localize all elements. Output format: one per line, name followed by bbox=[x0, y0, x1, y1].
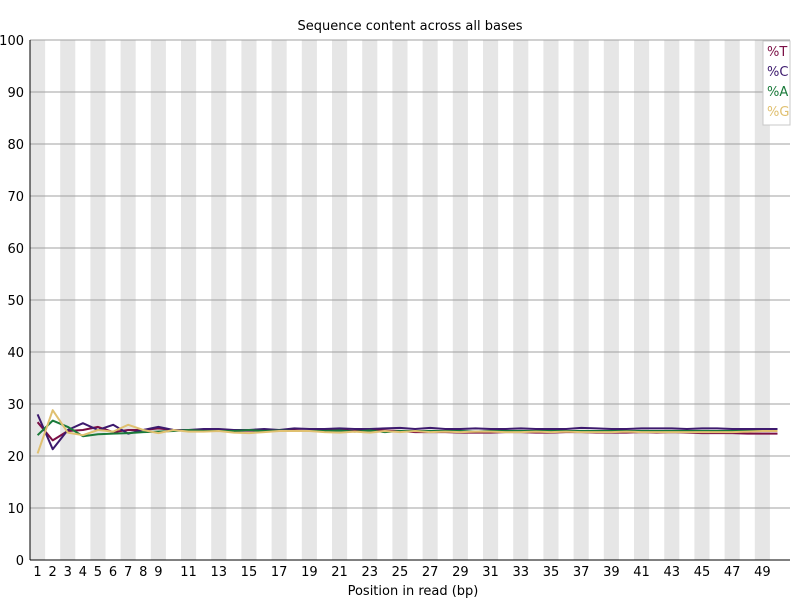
x-tick-label: 39 bbox=[603, 565, 620, 580]
x-tick-label: 8 bbox=[139, 565, 147, 580]
x-tick-label: 4 bbox=[79, 565, 87, 580]
y-tick-label: 50 bbox=[7, 294, 24, 309]
y-tick-label: 20 bbox=[7, 450, 24, 465]
x-tick-label: 19 bbox=[301, 565, 318, 580]
x-tick-label: 3 bbox=[64, 565, 72, 580]
x-tick-label: 21 bbox=[331, 565, 348, 580]
legend-entry: %A bbox=[767, 85, 788, 100]
x-tick-label: 23 bbox=[361, 565, 378, 580]
series-lines bbox=[36, 409, 778, 454]
x-tick-label: 33 bbox=[512, 565, 529, 580]
series-line-c bbox=[36, 414, 778, 451]
x-tick-label: 27 bbox=[422, 565, 439, 580]
x-tick-label: 17 bbox=[271, 565, 288, 580]
series-line-g bbox=[36, 409, 778, 454]
y-tick-label: 80 bbox=[7, 138, 24, 153]
x-tick-label: 31 bbox=[482, 565, 499, 580]
y-tick-label: 70 bbox=[7, 190, 24, 205]
y-tick-labels: 0 10 20 30 40 50 60 70 80 90 100 bbox=[0, 34, 24, 569]
y-tick-label: 0 bbox=[16, 554, 24, 569]
y-tick-label: 100 bbox=[0, 34, 24, 49]
x-tick-label: 1 bbox=[33, 565, 41, 580]
x-tick-label: 45 bbox=[694, 565, 711, 580]
y-gridlines bbox=[30, 39, 790, 509]
x-tick-labels: 1 2 3 4 5 6 7 8 9 11 13 15 17 19 21 23 25 27 29 31 33 35 37 39 4… bbox=[33, 565, 770, 580]
x-tick-label: 35 bbox=[543, 565, 560, 580]
y-tick-label: 40 bbox=[7, 346, 24, 361]
x-axis-label: Position in read (bp) bbox=[348, 584, 479, 599]
x-tick-label: 41 bbox=[633, 565, 650, 580]
x-tick-label: 29 bbox=[452, 565, 469, 580]
y-tick-label: 90 bbox=[7, 86, 24, 101]
x-tick-label: 15 bbox=[241, 565, 258, 580]
legend-entry: %T bbox=[767, 45, 787, 60]
x-tick-label: 13 bbox=[210, 565, 227, 580]
x-tick-label: 9 bbox=[154, 565, 162, 580]
chart-title: Sequence content across all bases bbox=[297, 19, 522, 34]
x-tick-label: 6 bbox=[109, 565, 117, 580]
x-tick-label: 49 bbox=[754, 565, 771, 580]
y-tick-label: 30 bbox=[7, 398, 24, 413]
legend-entry: %C bbox=[767, 65, 788, 80]
x-tick-label: 37 bbox=[573, 565, 590, 580]
x-tick-label: 25 bbox=[392, 565, 409, 580]
x-tick-label: 47 bbox=[724, 565, 741, 580]
x-tick-label: 11 bbox=[180, 565, 197, 580]
x-tick-label: 7 bbox=[124, 565, 132, 580]
legend-entry: %G bbox=[767, 105, 789, 120]
legend-box bbox=[762, 40, 791, 126]
legend: %T %C %A %G bbox=[762, 40, 791, 126]
y-tick-label: 60 bbox=[7, 242, 24, 257]
x-tick-label: 2 bbox=[49, 565, 57, 580]
x-tick-label: 43 bbox=[663, 565, 680, 580]
y-tick-label: 10 bbox=[7, 502, 24, 517]
x-tick-label: 5 bbox=[94, 565, 102, 580]
